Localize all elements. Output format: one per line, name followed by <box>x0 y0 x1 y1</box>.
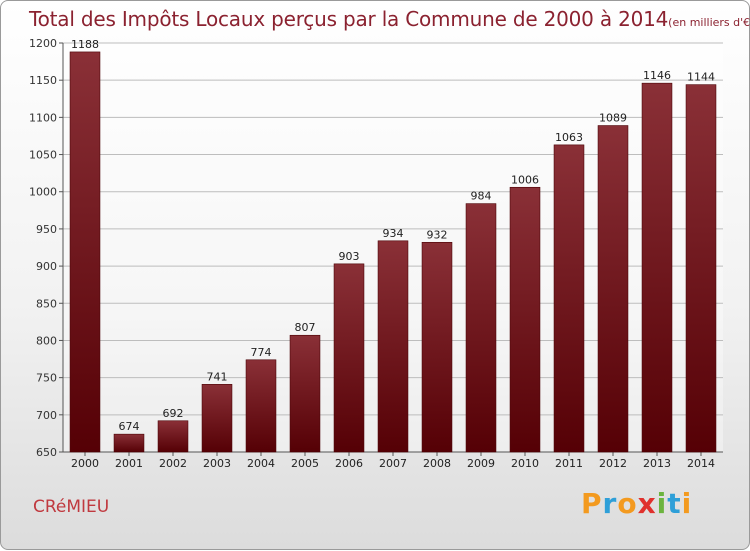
data-label: 774 <box>251 346 272 359</box>
data-label: 1188 <box>71 38 99 51</box>
y-tick-label: 1100 <box>29 111 57 124</box>
bar <box>685 84 717 453</box>
x-tick-label: 2000 <box>71 457 99 470</box>
x-tick-label: 2004 <box>247 457 275 470</box>
bar <box>157 420 189 453</box>
brand-logo: Proxiti <box>581 487 692 520</box>
y-tick-label: 750 <box>36 372 57 385</box>
x-tick-label: 2014 <box>687 457 715 470</box>
title-unit: (en milliers d'€) <box>668 16 750 29</box>
data-label: 903 <box>339 250 360 263</box>
x-tick-label: 2003 <box>203 457 231 470</box>
brand-letter: t <box>667 487 682 520</box>
bar <box>69 51 101 453</box>
brand-letter: r <box>602 487 618 520</box>
data-label: 807 <box>295 321 316 334</box>
data-label: 1144 <box>687 71 715 84</box>
bar <box>245 359 277 453</box>
title-main: Total des Impôts Locaux perçus par la Co… <box>29 7 669 31</box>
data-label: 674 <box>119 420 140 433</box>
bar <box>289 334 321 453</box>
bar <box>641 82 673 453</box>
y-tick-label: 800 <box>36 334 57 347</box>
data-label: 934 <box>383 227 404 240</box>
data-label: 1146 <box>643 69 671 82</box>
x-tick-label: 2011 <box>555 457 583 470</box>
x-tick-label: 2005 <box>291 457 319 470</box>
data-label: 984 <box>471 190 492 203</box>
x-tick-label: 2007 <box>379 457 407 470</box>
data-label: 932 <box>427 228 448 241</box>
bar <box>377 240 409 453</box>
bar <box>553 144 585 453</box>
data-label: 1089 <box>599 112 627 125</box>
y-tick-label: 700 <box>36 409 57 422</box>
bar <box>113 433 145 453</box>
commune-name: CRéMIEU <box>33 497 110 517</box>
y-tick-label: 1000 <box>29 186 57 199</box>
bar <box>421 241 453 453</box>
y-tick-label: 850 <box>36 297 57 310</box>
labels: 650 700 750 800 850 900 950 1000 1050 1100 1150 120… <box>29 37 715 470</box>
bars <box>69 51 717 453</box>
data-label: 1063 <box>555 131 583 144</box>
brand-letter: o <box>617 487 638 520</box>
bar <box>509 186 541 453</box>
bar <box>597 125 629 453</box>
y-tick-label: 1200 <box>29 37 57 50</box>
brand-letter: i <box>681 487 693 520</box>
y-tick-label: 1050 <box>29 149 57 162</box>
x-tick-label: 2001 <box>115 457 143 470</box>
x-tick-label: 2009 <box>467 457 495 470</box>
y-tick-label: 1150 <box>29 74 57 87</box>
x-tick-label: 2012 <box>599 457 627 470</box>
y-tick-label: 950 <box>36 223 57 236</box>
x-tick-label: 2006 <box>335 457 363 470</box>
data-label: 692 <box>163 407 184 420</box>
chart-title: Total des Impôts Locaux perçus par la Co… <box>29 7 750 31</box>
data-label: 741 <box>207 370 228 383</box>
brand-letter: P <box>581 487 603 520</box>
x-tick-label: 2010 <box>511 457 539 470</box>
y-tick-label: 900 <box>36 260 57 273</box>
data-label: 1006 <box>511 173 539 186</box>
x-tick-label: 2013 <box>643 457 671 470</box>
y-tick-label: 650 <box>36 446 57 459</box>
bar <box>201 384 233 453</box>
bar <box>465 203 497 453</box>
brand-letter: x <box>637 487 657 520</box>
brand-letter: i <box>656 487 668 520</box>
x-tick-label: 2002 <box>159 457 187 470</box>
bar <box>333 263 365 453</box>
x-tick-label: 2008 <box>423 457 451 470</box>
